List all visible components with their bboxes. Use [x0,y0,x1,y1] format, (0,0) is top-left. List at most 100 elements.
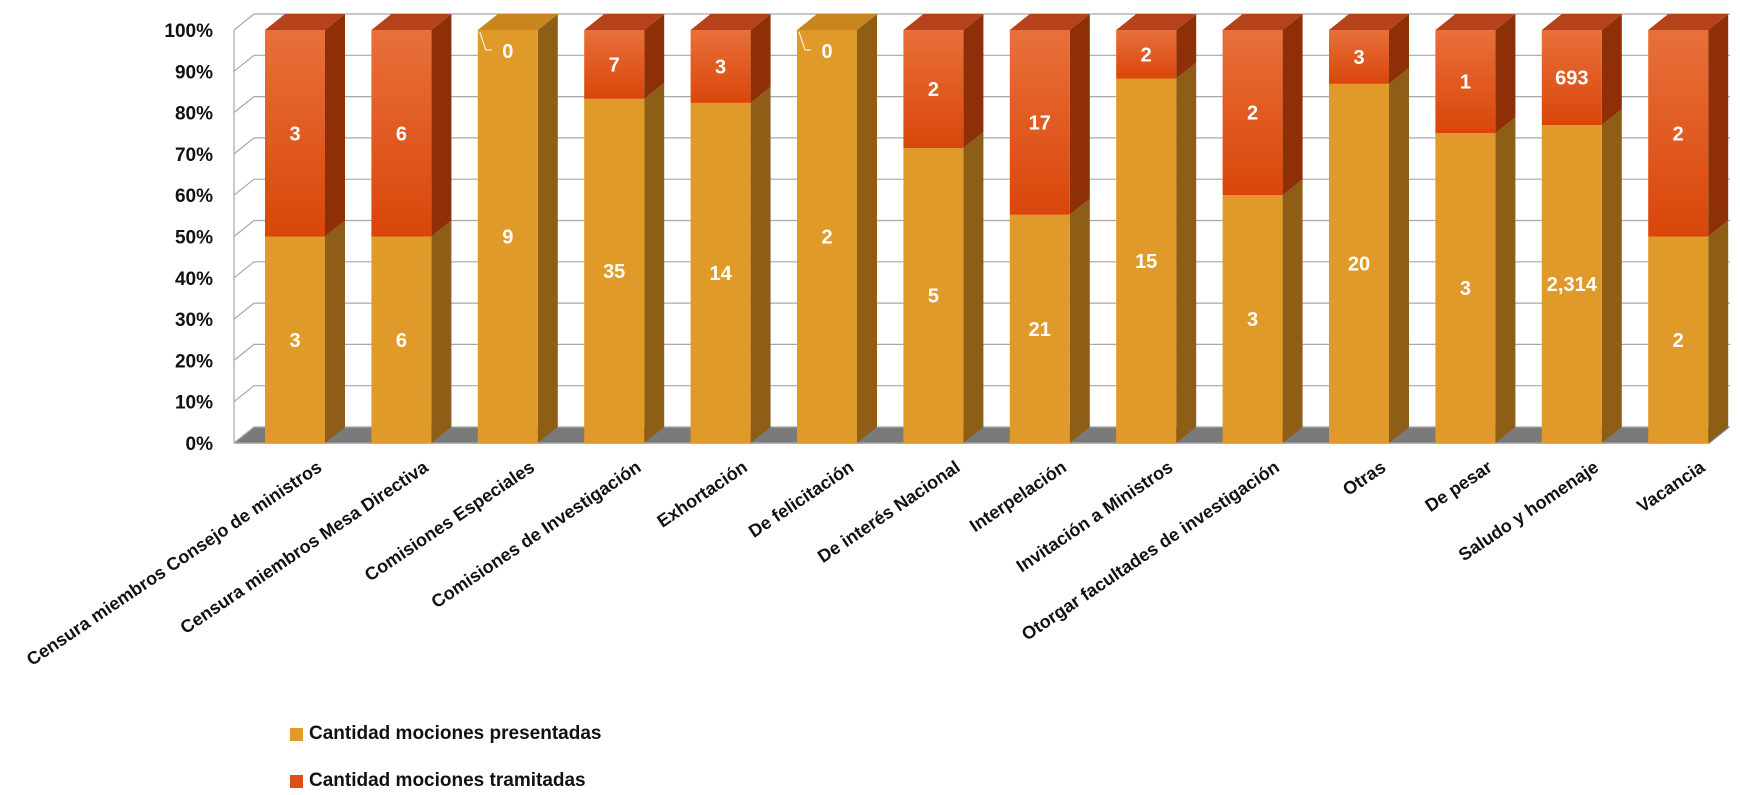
bar-side-tramitadas [431,14,452,237]
data-label-tramitadas: 693 [1555,68,1588,90]
y-tick-label: 70% [175,145,213,166]
legend-item-tramitadas: Cantidad mociones tramitadas [290,770,586,792]
bar-segment-presentadas [1009,214,1070,443]
bar-group-de-pesar: 31 [1435,14,1516,443]
bar-group-invitacion-a-ministros: 15 2 [1116,14,1197,444]
bar-segment-tramitadas [1648,30,1709,237]
y-axis: 0% 10% 20% 30% 40% 50% 60% 70% 80% 90% 100% [164,21,235,455]
data-label-presentadas: 15 [1135,251,1157,273]
bar-segment-presentadas [1222,195,1283,443]
bar-side-tramitadas [1495,14,1516,134]
data-label-tramitadas: 0 [502,41,513,63]
data-label-tramitadas: 1 [1460,72,1471,94]
bar-segment-tramitadas [1329,30,1389,84]
data-label-presentadas: 3 [1247,309,1258,331]
bar-side-tramitadas [750,14,771,103]
bar-group-vacancia: 22 [1648,14,1729,443]
y-tick-label: 50% [175,228,213,249]
y-tick-label: 20% [175,351,213,372]
bar-group-otras: 20 3 [1329,14,1409,443]
bar-segment-tramitadas [584,30,645,99]
bar-top-face [1435,14,1516,30]
data-label-tramitadas: 3 [289,123,300,145]
bar-segment-tramitadas [690,30,751,103]
bar-top-face [1009,14,1090,30]
legend-label-tramitadas: Cantidad mociones tramitadas [309,770,586,791]
bar-segment-presentadas [903,148,964,443]
bar-top-face [797,14,877,30]
y-tick-label: 90% [175,62,213,83]
bar-segment-presentadas [477,30,538,443]
category-label-otras: Otras [1339,457,1389,500]
bar-side-tramitadas [1601,14,1622,126]
bar-segment-presentadas [1648,236,1709,443]
legend-swatch-presentadas [290,727,303,741]
y-tick-label: 0% [186,434,214,455]
bar-segment-presentadas [371,236,432,443]
data-label-leader [798,31,811,51]
category-label-comisiones-especiales: Comisiones Especiales [361,457,538,585]
bar-group-comisiones-de-investigacion: 35 7 [584,14,665,443]
bar-top-face [371,14,452,30]
bar-top-face [477,14,558,30]
bar-top-face [1116,14,1197,30]
data-label-presentadas: 2 [821,227,832,249]
bar-top-face [1222,14,1303,30]
legend-label-presentadas: Cantidad mociones presentadas [309,723,602,744]
y-tick-label: 40% [175,269,213,290]
bar-segment-presentadas [1116,78,1177,444]
category-label-de-felicitacion: De felicitación [745,457,857,542]
bar-side-presentadas [1601,109,1622,443]
data-label-leader [479,31,492,51]
bar-segment-tramitadas [1116,30,1177,79]
bar-group-comisiones-especiales: 90 [477,14,558,443]
bar-top-face [903,14,984,30]
category-label-exhortacion: Exhortación [653,457,750,532]
category-label-vacancia: Vacancia [1633,456,1709,516]
bar-group-censura-miembros-consejo-de-ministros: 33 [265,14,345,443]
data-label-presentadas: 35 [603,261,625,283]
bar-side-presentadas [750,86,771,443]
bar-side-presentadas [1708,220,1729,443]
gridline-10 [233,13,1730,31]
bar-side-presentadas [1495,117,1516,443]
bar-segment-tramitadas [1541,30,1602,126]
bar-side-presentadas [1069,198,1090,443]
legend-item-presentadas: Cantidad mociones presentadas [290,723,601,745]
data-label-tramitadas: 2 [1673,123,1684,145]
data-label-presentadas: 6 [396,330,407,352]
category-label-comisiones-de-investigacion: Comisiones de Investigación [428,457,645,612]
bar-segment-presentadas [265,236,325,443]
data-label-tramitadas: 6 [396,123,407,145]
bar-group-censura-miembros-mesa-directiva: 66 [371,14,452,443]
y-tick-label: 30% [175,310,213,331]
category-label-interpelacion: Interpelación [966,457,1070,536]
bar-group-exhortacion: 14 3 [690,14,771,443]
data-label-tramitadas: 17 [1029,112,1051,134]
bar-segment-presentadas [1329,83,1389,443]
bar-segment-presentadas [1541,125,1602,443]
bar-top-face [690,14,771,30]
bar-top-face [584,14,665,30]
bar-side-tramitadas [963,14,984,148]
y-tick-label: 60% [175,186,213,207]
bar-segment-tramitadas [903,30,964,148]
y-tick-label: 100% [164,21,213,42]
y-tick-label: 10% [175,393,213,414]
bar-segment-tramitadas [371,30,432,237]
data-label-tramitadas: 2 [928,79,939,101]
bar-side-presentadas [1389,67,1409,443]
bar-segment-tramitadas [1435,30,1496,134]
bar-group-de-felicitacion: 20 [797,14,877,443]
data-label-presentadas: 21 [1029,319,1051,341]
category-label-de-pesar: De pesar [1421,457,1495,516]
bar-side-presentadas [644,82,665,443]
bar-side-tramitadas [1389,14,1409,84]
bar-segment-presentadas [690,102,751,443]
bar-side-tramitadas [1069,14,1090,215]
data-label-tramitadas: 3 [1353,47,1364,69]
bar-side-tramitadas [1708,14,1729,237]
data-label-presentadas: 3 [1460,278,1471,300]
